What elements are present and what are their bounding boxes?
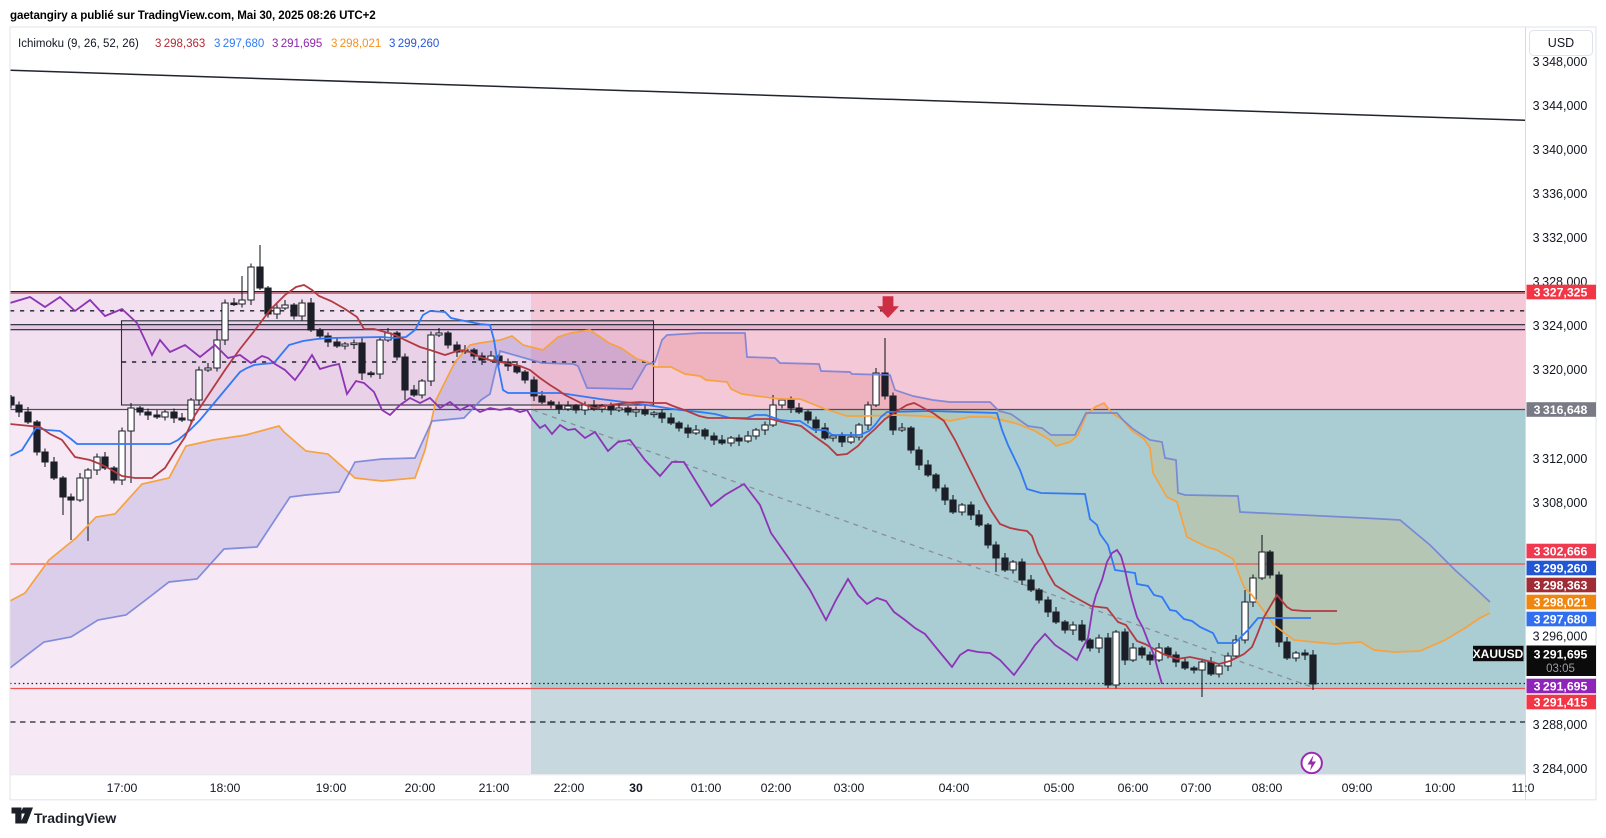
svg-text:02:00: 02:00 xyxy=(761,781,792,795)
svg-text:3 291,695: 3 291,695 xyxy=(1534,648,1588,662)
svg-text:3 302,666: 3 302,666 xyxy=(1534,544,1588,558)
svg-text:01:00: 01:00 xyxy=(691,781,722,795)
svg-text:3 308,000: 3 308,000 xyxy=(1533,496,1588,510)
svg-text:3 291,695: 3 291,695 xyxy=(272,38,322,50)
svg-text:3 327,325: 3 327,325 xyxy=(1534,285,1588,299)
svg-text:XAUUSD: XAUUSD xyxy=(1473,647,1524,661)
svg-text:19:00: 19:00 xyxy=(316,781,347,795)
svg-text:3 299,260: 3 299,260 xyxy=(389,38,439,50)
svg-text:03:05: 03:05 xyxy=(1546,663,1575,675)
svg-text:09:00: 09:00 xyxy=(1342,781,1373,795)
svg-text:17:00: 17:00 xyxy=(107,781,138,795)
svg-text:Ichimoku (9, 26, 52, 26): Ichimoku (9, 26, 52, 26) xyxy=(18,38,139,50)
svg-text:3 348,000: 3 348,000 xyxy=(1533,55,1588,69)
svg-text:3 312,000: 3 312,000 xyxy=(1533,452,1588,466)
svg-text:3 284,000: 3 284,000 xyxy=(1533,762,1588,776)
svg-text:3 316,648: 3 316,648 xyxy=(1534,403,1588,417)
svg-text:3 296,000: 3 296,000 xyxy=(1533,630,1588,644)
svg-text:22:00: 22:00 xyxy=(554,781,585,795)
svg-text:3 298,363: 3 298,363 xyxy=(1534,578,1588,592)
svg-text:3 291,415: 3 291,415 xyxy=(1534,695,1588,709)
svg-text:3 320,000: 3 320,000 xyxy=(1533,363,1588,377)
svg-text:3 340,000: 3 340,000 xyxy=(1533,143,1588,157)
svg-text:30: 30 xyxy=(629,781,643,795)
svg-text:21:00: 21:00 xyxy=(479,781,510,795)
svg-text:04:00: 04:00 xyxy=(939,781,970,795)
svg-text:11:0: 11:0 xyxy=(1511,781,1534,795)
svg-text:03:00: 03:00 xyxy=(834,781,865,795)
svg-text:3 298,021: 3 298,021 xyxy=(331,38,381,50)
svg-text:10:00: 10:00 xyxy=(1425,781,1456,795)
svg-text:TradingView: TradingView xyxy=(34,810,116,826)
svg-text:20:00: 20:00 xyxy=(405,781,436,795)
svg-text:06:00: 06:00 xyxy=(1118,781,1149,795)
svg-text:3 336,000: 3 336,000 xyxy=(1533,187,1588,201)
svg-text:07:00: 07:00 xyxy=(1181,781,1212,795)
svg-text:3 288,000: 3 288,000 xyxy=(1533,718,1588,732)
svg-text:3 297,680: 3 297,680 xyxy=(214,38,264,50)
svg-text:3 291,695: 3 291,695 xyxy=(1534,679,1588,693)
svg-text:3 324,000: 3 324,000 xyxy=(1533,319,1588,333)
svg-text:3 298,021: 3 298,021 xyxy=(1534,595,1588,609)
svg-text:3 299,260: 3 299,260 xyxy=(1534,561,1588,575)
svg-text:18:00: 18:00 xyxy=(210,781,241,795)
svg-text:08:00: 08:00 xyxy=(1252,781,1283,795)
svg-text:gaetangiry a publié sur Tradin: gaetangiry a publié sur TradingView.com,… xyxy=(10,9,376,22)
svg-text:3 332,000: 3 332,000 xyxy=(1533,231,1588,245)
svg-text:USD: USD xyxy=(1548,36,1574,50)
svg-text:3 297,680: 3 297,680 xyxy=(1534,612,1588,626)
svg-text:3 298,363: 3 298,363 xyxy=(155,38,205,50)
svg-text:05:00: 05:00 xyxy=(1044,781,1075,795)
svg-text:3 344,000: 3 344,000 xyxy=(1533,99,1588,113)
